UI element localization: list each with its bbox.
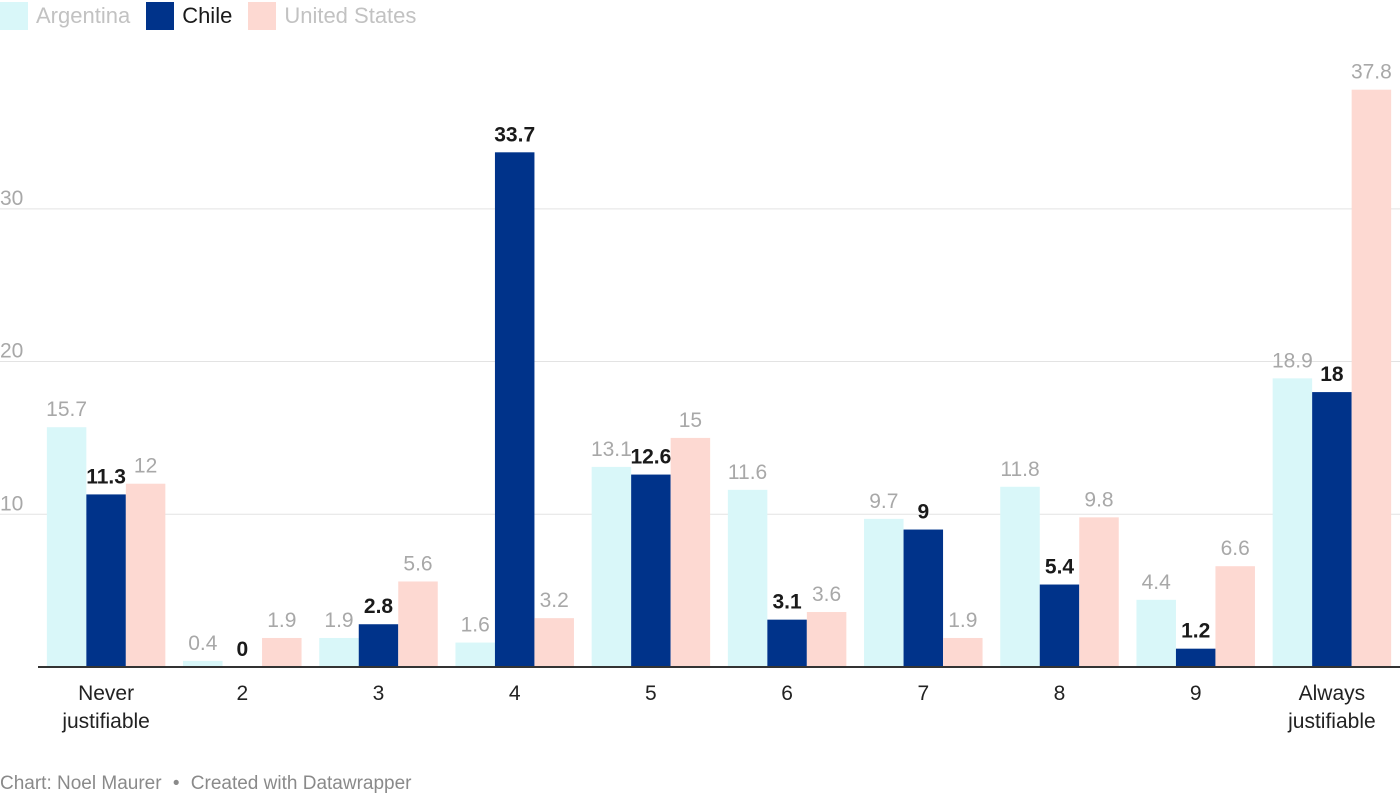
bar-united-states-5: [670, 437, 711, 667]
bar-chile-1: [86, 494, 126, 667]
value-label-united-states-4: 3.2: [540, 589, 569, 612]
value-label-argentina-5: 13.1: [591, 438, 632, 461]
bar-united-states-4: [534, 618, 574, 667]
legend-label-chile: Chile: [182, 3, 233, 28]
value-label-chile-1: 11.3: [86, 465, 126, 488]
bar-chile-5: [631, 474, 671, 667]
value-label-chile-6: 3.1: [772, 591, 802, 614]
x-tick-label-7: 7: [917, 682, 929, 705]
bar-argentina-6: [727, 489, 768, 667]
legend-swatch-united-states: [248, 2, 277, 30]
value-label-united-states-3: 5.6: [403, 552, 432, 575]
value-label-argentina-8: 11.8: [1000, 458, 1039, 481]
bar-united-states-1: [125, 483, 166, 667]
value-label-united-states-10: 37.8: [1351, 61, 1392, 84]
value-label-chile-7: 9: [917, 501, 929, 524]
legend-label-united-states: United States: [284, 3, 417, 28]
footer-separator: •: [172, 773, 180, 794]
value-label-chile-3: 2.8: [364, 595, 394, 618]
legend-item-chile[interactable]: Chile: [146, 2, 232, 30]
bar-argentina-8: [1000, 486, 1040, 667]
bar-argentina-10: [1272, 378, 1313, 667]
chart-legend: Argentina Chile United States: [0, 2, 432, 30]
legend-swatch-chile: [146, 2, 175, 30]
legend-item-united-states[interactable]: United States: [248, 2, 416, 30]
bar-argentina-9: [1136, 599, 1176, 667]
y-tick-label-20: 20: [0, 340, 23, 363]
bar-chile-9: [1175, 648, 1216, 667]
x-tick-label-2: 2: [236, 682, 248, 705]
value-label-chile-8: 5.4: [1045, 556, 1075, 579]
bar-argentina-5: [591, 466, 632, 667]
legend-item-argentina[interactable]: Argentina: [0, 2, 130, 30]
x-tick-label-10: Always justifiable: [1287, 682, 1376, 733]
bar-united-states-6: [806, 612, 847, 667]
chart-footer: Chart: Noel Maurer • Created with Datawr…: [0, 773, 412, 795]
value-label-united-states-8: 9.8: [1084, 488, 1113, 511]
bar-chile-3: [358, 624, 399, 667]
bar-united-states-8: [1079, 517, 1119, 667]
value-label-argentina-6: 11.6: [728, 461, 767, 484]
value-label-united-states-2: 1.9: [267, 609, 296, 632]
value-label-argentina-9: 4.4: [1142, 571, 1172, 594]
bar-united-states-3: [398, 581, 438, 667]
value-label-argentina-3: 1.9: [324, 609, 353, 632]
x-tick-label-6: 6: [781, 682, 793, 705]
x-tick-label-1: Never justifiable: [61, 682, 150, 733]
bar-chile-8: [1039, 584, 1080, 667]
bar-argentina-7: [864, 518, 904, 667]
value-label-chile-10: 18: [1320, 363, 1344, 386]
footer-credit: Chart: Noel Maurer: [0, 773, 162, 794]
value-label-argentina-2: 0.4: [188, 632, 218, 655]
bar-united-states-10: [1351, 89, 1392, 667]
legend-label-argentina: Argentina: [36, 3, 131, 28]
value-label-united-states-5: 15: [679, 409, 702, 432]
bar-chile-10: [1312, 392, 1352, 667]
bar-argentina-1: [46, 427, 87, 667]
x-tick-label-8: 8: [1054, 682, 1066, 705]
value-label-chile-9: 1.2: [1181, 620, 1210, 643]
x-tick-label-5: 5: [645, 682, 657, 705]
x-tick-label-4: 4: [509, 682, 521, 705]
value-label-argentina-4: 1.6: [461, 614, 490, 637]
bar-chile-4: [494, 152, 535, 668]
bar-united-states-2: [262, 637, 302, 667]
value-label-argentina-10: 18.9: [1272, 349, 1313, 372]
x-tick-label-3: 3: [373, 682, 385, 705]
value-label-chile-4: 33.7: [494, 123, 535, 146]
bar-chile-6: [767, 619, 807, 667]
bar-united-states-9: [1215, 566, 1255, 667]
bar-argentina-2: [183, 660, 223, 667]
legend-swatch-argentina: [0, 2, 28, 30]
bar-argentina-4: [455, 642, 495, 667]
value-label-united-states-6: 3.6: [812, 583, 841, 606]
value-label-argentina-7: 9.7: [869, 490, 898, 513]
value-label-argentina-1: 15.7: [46, 398, 87, 421]
value-label-united-states-9: 6.6: [1221, 537, 1250, 560]
value-label-chile-2: 0: [236, 638, 248, 661]
bar-united-states-7: [943, 637, 983, 667]
bar-chart: 10 20 30 15.7 11.3 12 Never justifiable 0.4 0 1.9 2…: [0, 61, 1400, 733]
y-tick-label-10: 10: [0, 492, 23, 515]
value-label-united-states-1: 12: [134, 455, 157, 478]
footer-tool: Created with Datawrapper: [190, 773, 412, 794]
y-tick-label-30: 30: [0, 187, 23, 210]
bar-argentina-3: [319, 637, 359, 667]
value-label-united-states-7: 1.9: [948, 609, 977, 632]
value-label-chile-5: 12.6: [630, 446, 671, 469]
x-tick-label-9: 9: [1190, 682, 1202, 705]
bar-chile-7: [903, 529, 944, 667]
